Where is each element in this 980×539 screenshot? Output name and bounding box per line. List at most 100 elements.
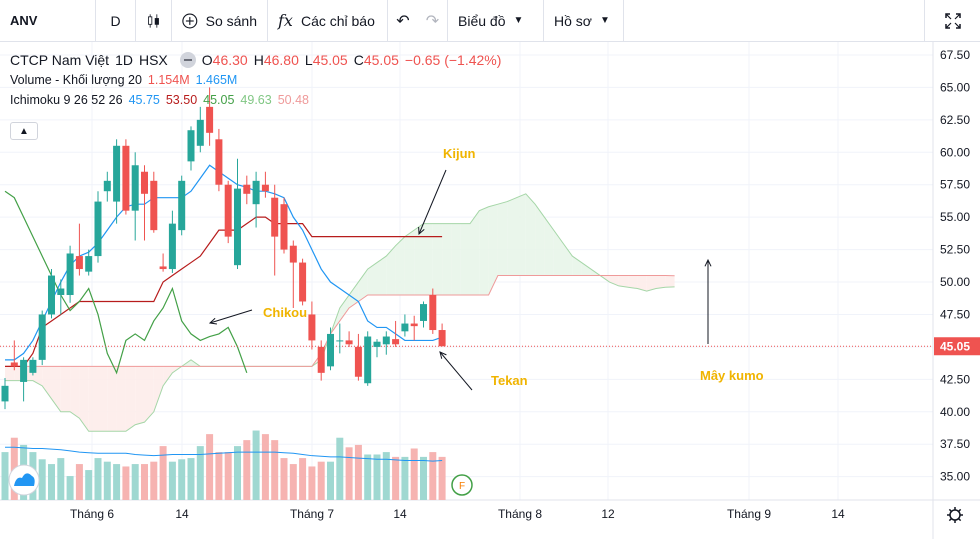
price-tick-label: 62.50 [940, 113, 970, 127]
candle-body [420, 304, 427, 321]
volume-bar [234, 446, 241, 500]
chart-type-label: Biểu đồ [458, 12, 506, 29]
span-a-line [5, 193, 675, 432]
redo-icon: ↷ [425, 12, 440, 30]
price-chart[interactable]: Kijun Chikou Tekan Mây kumo F 67.50 65.00 62.5… [0, 42, 980, 539]
volume-bar [103, 461, 111, 500]
interval-button[interactable]: D [96, 0, 136, 42]
candle-body [168, 223, 176, 270]
time-tick-label: Tháng 8 [498, 507, 542, 521]
kumo-cloud [5, 193, 675, 432]
time-tick-label: 14 [831, 507, 845, 521]
series-interval: 1D [115, 52, 133, 68]
last-price-tag [934, 337, 980, 356]
candle-body [280, 204, 288, 250]
legend-collapse-button[interactable]: ▲ [10, 122, 38, 140]
cloud-segment [395, 236, 405, 296]
cloud-segment [470, 210, 480, 296]
high-value: 46.80 [263, 52, 299, 68]
volume-bar [243, 440, 251, 500]
cloud-segment [507, 197, 517, 276]
redo-button[interactable]: ↷ [418, 0, 448, 42]
candle-body [29, 359, 37, 373]
cloud-segment [349, 282, 359, 308]
candle-body [57, 288, 65, 296]
cloud-segment [423, 223, 433, 296]
profile-label: Hồ sơ [554, 12, 592, 29]
cloud-segment [404, 230, 415, 296]
candle-body [327, 333, 334, 367]
cloud-segment [497, 201, 508, 276]
volume-bar [280, 458, 288, 500]
chart-type-dropdown[interactable]: Biểu đồ ▼ [448, 0, 544, 42]
price-tick-label: 47.50 [940, 307, 970, 321]
profile-dropdown[interactable]: Hồ sơ ▼ [544, 0, 624, 42]
symbol-search-button[interactable]: ANV [0, 0, 96, 42]
volume-bar [94, 458, 102, 500]
chart-style-button[interactable] [136, 0, 172, 42]
cloud-segment [525, 193, 536, 276]
gear-tooth [948, 518, 952, 522]
cloud-segment [628, 275, 638, 289]
chevron-up-icon: ▲ [19, 125, 29, 137]
candle-body [364, 336, 372, 384]
time-tick-label: Tháng 7 [290, 507, 334, 521]
cloud-segment [79, 366, 89, 432]
time-tick-label: 14 [393, 507, 407, 521]
cloud-segment [163, 366, 173, 386]
volume-bar [178, 459, 186, 500]
time-axis[interactable]: Tháng 6 14 Tháng 7 14 Tháng 8 12 Tháng 9 14 [70, 507, 963, 523]
candle-body [299, 262, 307, 302]
candle-body [243, 184, 251, 194]
cloud-segment [367, 262, 377, 296]
chikou-arrow-head [208, 317, 217, 325]
top-toolbar: ANV D So sánh 𝑓x Các chỉ báo ↶ ↷ Biểu đồ… [0, 0, 980, 42]
price-axis[interactable]: 67.50 65.00 62.50 60.00 57.50 55.00 52.50 50.00… [934, 48, 980, 484]
gear-ring [949, 509, 961, 521]
gear-icon [947, 507, 963, 523]
candle-body [261, 184, 269, 192]
volume-bar [336, 437, 344, 500]
candle-body [150, 180, 158, 231]
compare-button[interactable]: So sánh [172, 0, 268, 42]
candle-body [438, 330, 446, 347]
undo-button[interactable]: ↶ [388, 0, 418, 42]
chikou-line [4, 190, 248, 375]
volume-bar [364, 454, 372, 500]
close-label: C [353, 52, 364, 68]
volume-bar [308, 466, 316, 500]
price-tick-label: 42.50 [940, 372, 970, 386]
candlestick-icon [148, 13, 159, 28]
tekan-arrow [439, 351, 473, 391]
legend-ichimoku: Ichimoku 9 26 52 26 45.75 53.50 45.05 49… [10, 90, 507, 110]
cloud-segment [609, 275, 619, 286]
cloud-segment [581, 262, 591, 276]
volume-bar [187, 458, 195, 500]
candle-body [159, 266, 167, 270]
candle-body [75, 256, 83, 270]
chevron-down-icon: ▼ [513, 15, 524, 26]
volume-bar [113, 464, 121, 500]
volume-bar [168, 461, 176, 500]
candle-body [141, 171, 148, 194]
volume-bar [410, 448, 418, 500]
series-menu-button[interactable] [179, 52, 196, 68]
high-label: H [253, 52, 264, 68]
candle-body [85, 256, 93, 272]
open-value: 46.30 [212, 52, 248, 68]
volume-bar [38, 459, 46, 500]
event-marker-icon: F [451, 474, 473, 496]
indicators-button[interactable]: 𝑓x Các chỉ báo [268, 0, 388, 42]
cloud-segment [42, 366, 52, 399]
price-tick-label: 52.50 [940, 243, 970, 257]
candle-body [354, 346, 362, 377]
cloud-segment [535, 204, 545, 276]
cloud-segment [637, 275, 647, 292]
cloud-segment [51, 366, 61, 412]
candle-body [392, 339, 400, 345]
fullscreen-button[interactable] [924, 0, 980, 42]
volume-bar [299, 458, 307, 500]
candle-body [1, 385, 9, 402]
ichimoku-name: Ichimoku 9 26 52 26 [10, 93, 123, 107]
volume-bar [131, 464, 139, 500]
